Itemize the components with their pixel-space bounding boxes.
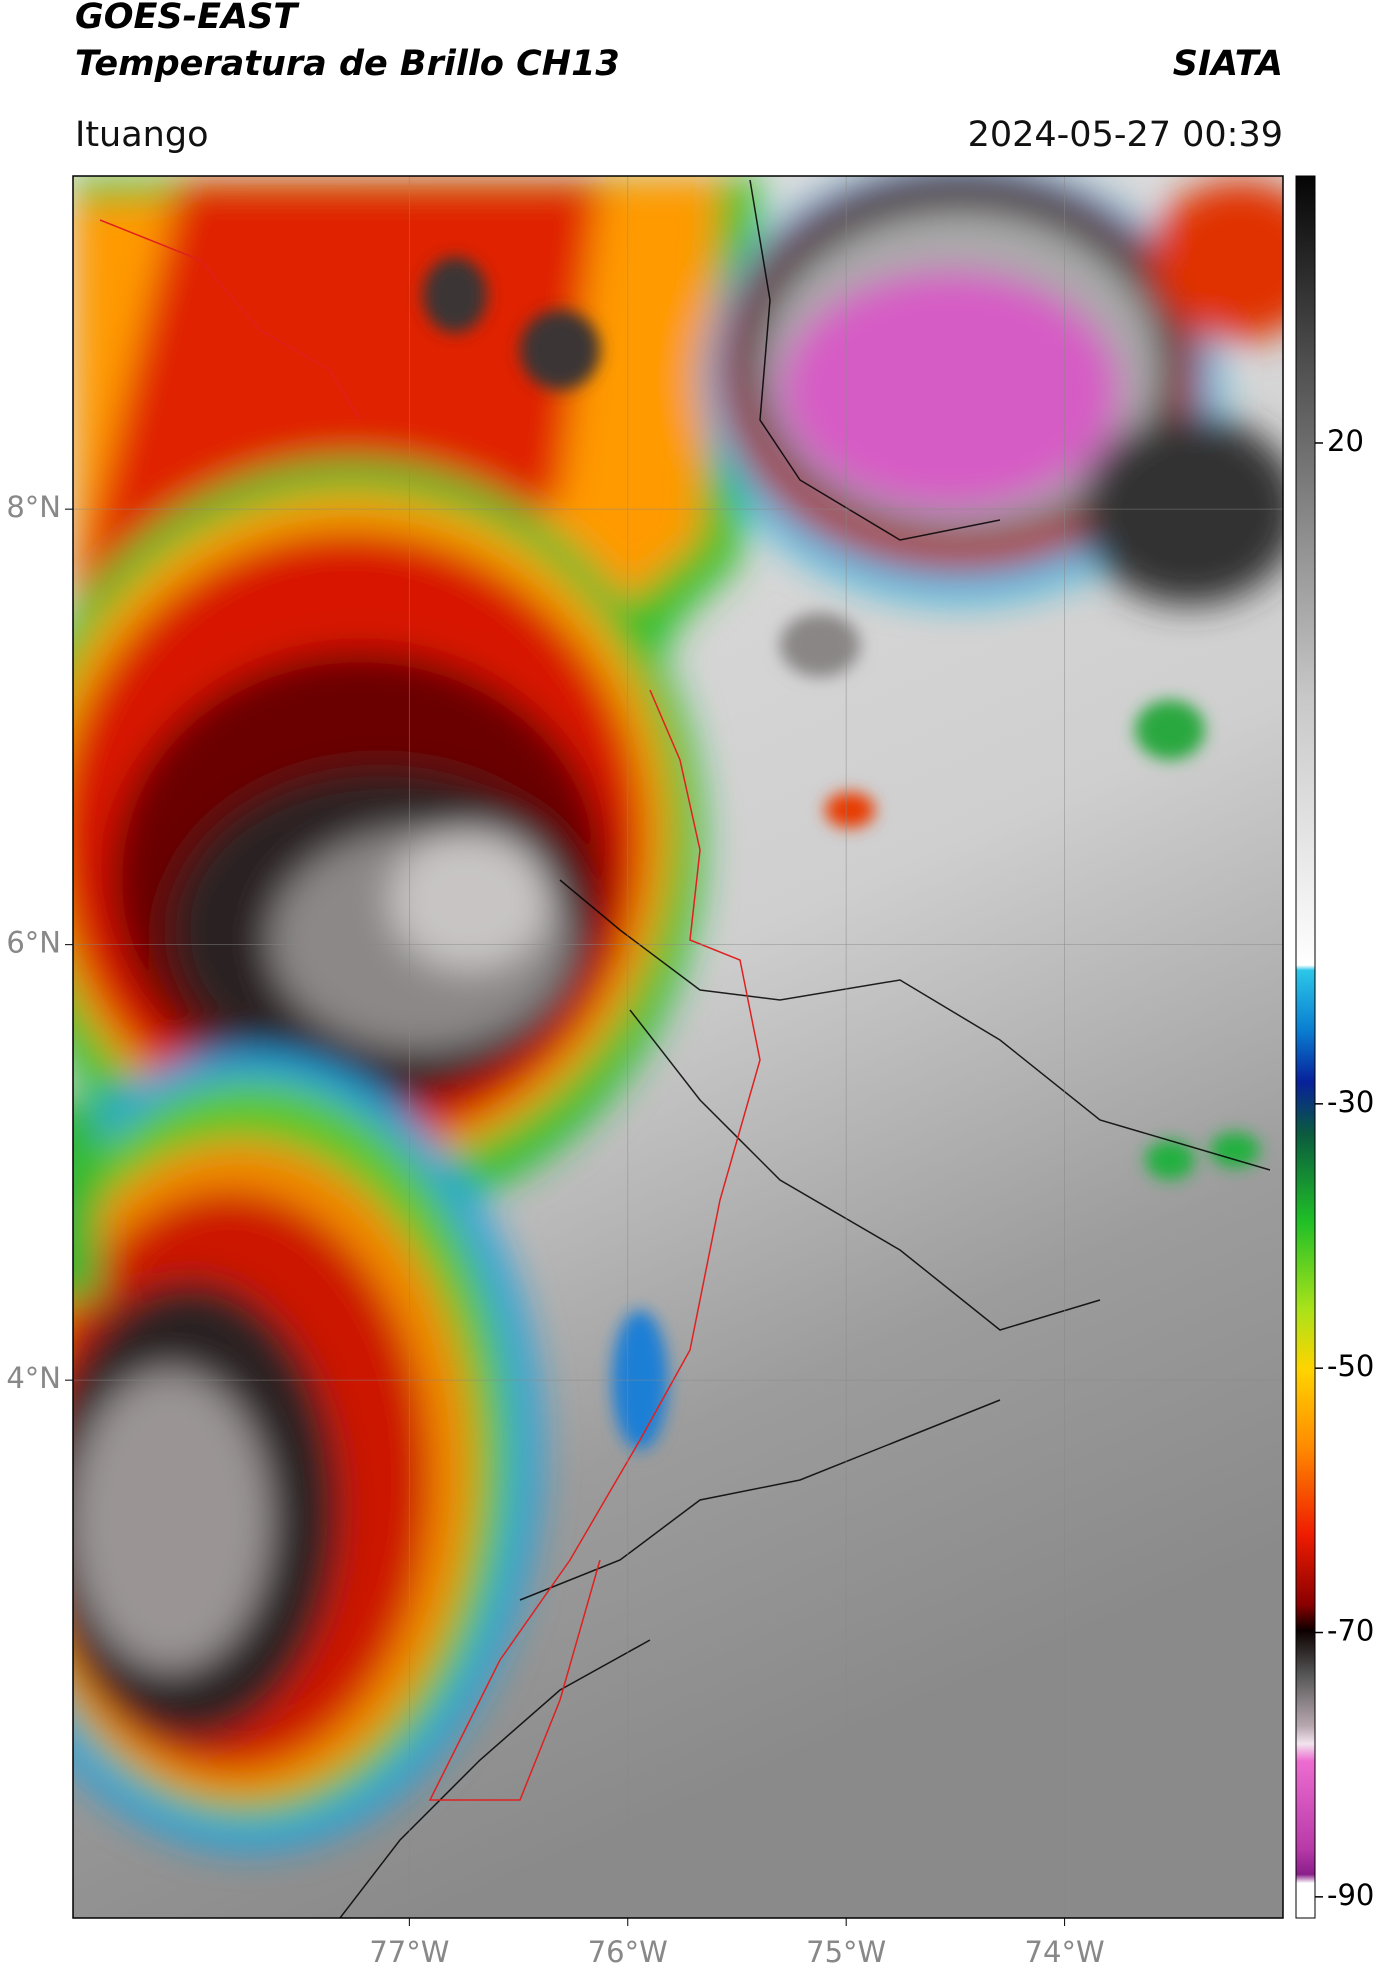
colorbar-label: -90 [1327, 1878, 1374, 1912]
y-tick-label: 6°N [6, 926, 61, 960]
grid [73, 176, 1283, 1918]
title: GOES-EAST [75, 0, 300, 37]
x-tick-label: 74°W [1025, 1935, 1105, 1969]
y-tick-label: 4°N [6, 1361, 61, 1395]
colorbar-label: -70 [1327, 1614, 1374, 1648]
x-tick-label: 76°W [588, 1935, 668, 1969]
colorbar [1295, 175, 1316, 1919]
x-tick-label: 77°W [369, 1935, 449, 1969]
x-tick-label: 75°W [806, 1935, 886, 1969]
colorbar-label: 20 [1327, 424, 1364, 458]
map-frame [72, 175, 1284, 1919]
agency: SIATA [1173, 44, 1283, 84]
timestamp: 2024-05-27 00:39 [968, 115, 1283, 155]
subtitle: Temperatura de Brillo CH13 [75, 44, 620, 84]
colorbar-label: -50 [1327, 1349, 1374, 1383]
y-tick-label: 8°N [6, 490, 61, 524]
colorbar-label: -30 [1327, 1085, 1374, 1119]
satellite-image [73, 176, 1283, 1918]
location: Ituango [75, 115, 209, 155]
